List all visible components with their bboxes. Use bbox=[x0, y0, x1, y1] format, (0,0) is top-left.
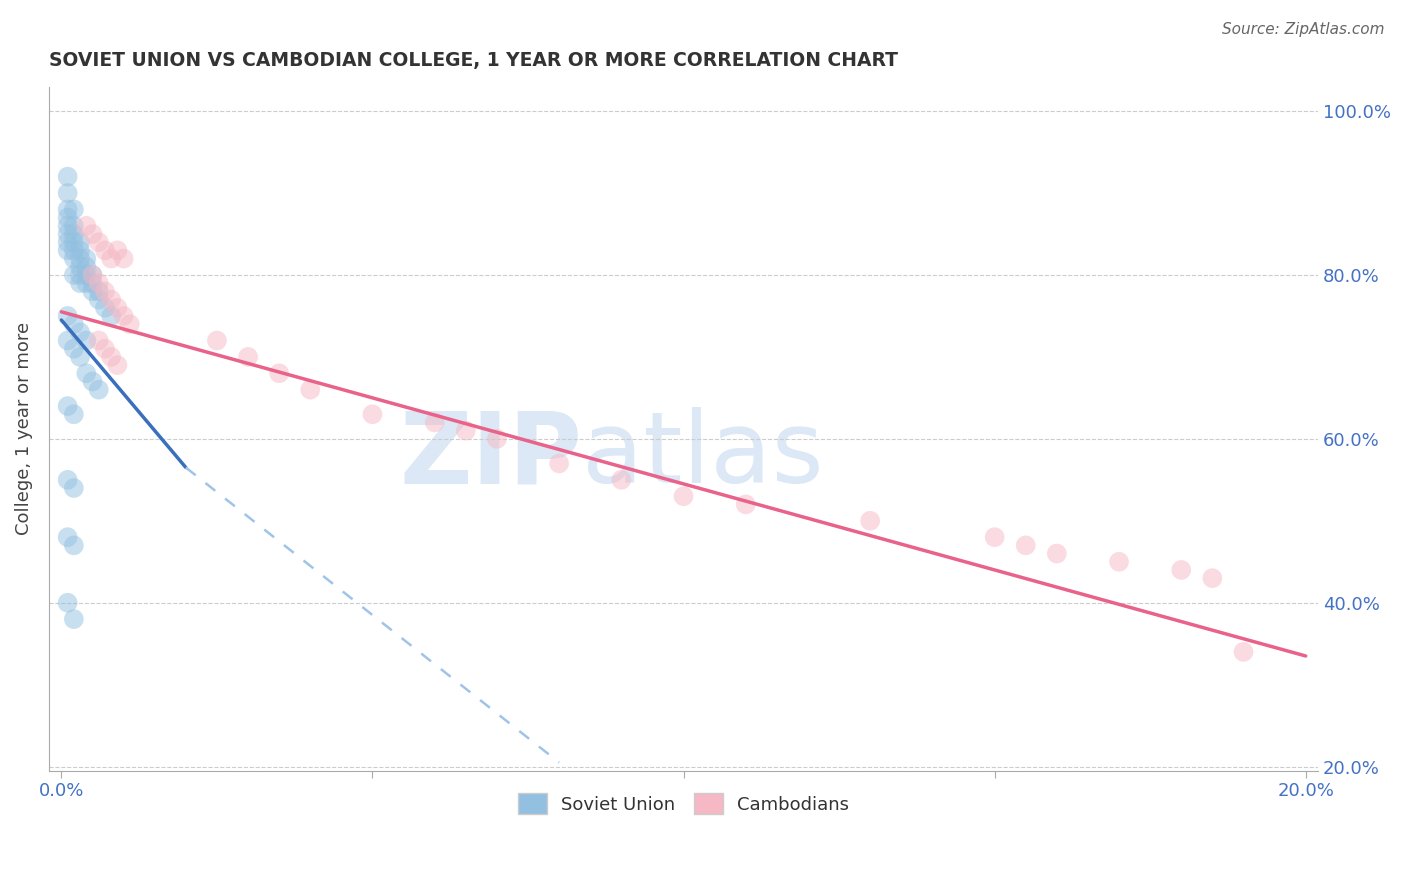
Point bbox=[56, 473, 79, 487]
Point bbox=[63, 202, 86, 217]
Point bbox=[56, 202, 79, 217]
Point bbox=[610, 473, 633, 487]
Point bbox=[87, 293, 110, 307]
Point bbox=[94, 342, 117, 356]
Point bbox=[56, 399, 79, 413]
Point bbox=[75, 219, 97, 233]
Point bbox=[69, 244, 91, 258]
Point bbox=[63, 317, 86, 331]
Point bbox=[100, 309, 122, 323]
Point bbox=[94, 244, 117, 258]
Point bbox=[734, 497, 756, 511]
Point bbox=[56, 186, 79, 200]
Point bbox=[548, 457, 571, 471]
Point bbox=[63, 244, 86, 258]
Point bbox=[82, 285, 104, 299]
Point bbox=[87, 235, 110, 250]
Point bbox=[1046, 547, 1069, 561]
Point bbox=[69, 268, 91, 282]
Point bbox=[82, 276, 104, 290]
Point bbox=[56, 530, 79, 544]
Point bbox=[107, 301, 129, 315]
Point bbox=[983, 530, 1005, 544]
Point bbox=[118, 317, 141, 331]
Point bbox=[69, 276, 91, 290]
Point bbox=[87, 285, 110, 299]
Text: atlas: atlas bbox=[582, 408, 824, 505]
Point bbox=[75, 334, 97, 348]
Point bbox=[107, 244, 129, 258]
Point bbox=[69, 235, 91, 250]
Point bbox=[87, 383, 110, 397]
Point bbox=[82, 227, 104, 241]
Point bbox=[485, 432, 508, 446]
Point bbox=[299, 383, 322, 397]
Point bbox=[361, 407, 384, 421]
Point bbox=[1015, 538, 1038, 552]
Point bbox=[236, 350, 259, 364]
Point bbox=[56, 219, 79, 233]
Point bbox=[112, 309, 135, 323]
Point bbox=[69, 350, 91, 364]
Point bbox=[100, 293, 122, 307]
Point bbox=[56, 227, 79, 241]
Point bbox=[63, 252, 86, 266]
Point bbox=[75, 276, 97, 290]
Text: Source: ZipAtlas.com: Source: ZipAtlas.com bbox=[1222, 22, 1385, 37]
Point bbox=[56, 211, 79, 225]
Point bbox=[205, 334, 228, 348]
Point bbox=[82, 268, 104, 282]
Point bbox=[82, 375, 104, 389]
Point bbox=[87, 334, 110, 348]
Point bbox=[63, 235, 86, 250]
Point bbox=[112, 252, 135, 266]
Point bbox=[75, 366, 97, 380]
Point bbox=[63, 407, 86, 421]
Point bbox=[56, 235, 79, 250]
Point bbox=[1108, 555, 1130, 569]
Point bbox=[454, 424, 477, 438]
Text: SOVIET UNION VS CAMBODIAN COLLEGE, 1 YEAR OR MORE CORRELATION CHART: SOVIET UNION VS CAMBODIAN COLLEGE, 1 YEA… bbox=[49, 51, 898, 70]
Point bbox=[63, 227, 86, 241]
Point bbox=[69, 252, 91, 266]
Point bbox=[56, 309, 79, 323]
Point bbox=[1232, 645, 1254, 659]
Point bbox=[82, 268, 104, 282]
Point bbox=[100, 350, 122, 364]
Y-axis label: College, 1 year or more: College, 1 year or more bbox=[15, 322, 32, 535]
Point bbox=[69, 326, 91, 340]
Point bbox=[672, 489, 695, 503]
Point bbox=[75, 252, 97, 266]
Point bbox=[63, 538, 86, 552]
Point bbox=[94, 285, 117, 299]
Point bbox=[100, 252, 122, 266]
Point bbox=[1201, 571, 1223, 585]
Point bbox=[63, 612, 86, 626]
Point bbox=[63, 342, 86, 356]
Point bbox=[87, 276, 110, 290]
Legend: Soviet Union, Cambodians: Soviet Union, Cambodians bbox=[509, 784, 858, 823]
Point bbox=[56, 169, 79, 184]
Point bbox=[75, 260, 97, 274]
Point bbox=[269, 366, 291, 380]
Point bbox=[423, 416, 446, 430]
Point bbox=[107, 358, 129, 372]
Point bbox=[63, 268, 86, 282]
Point bbox=[56, 334, 79, 348]
Point bbox=[69, 260, 91, 274]
Text: ZIP: ZIP bbox=[399, 408, 582, 505]
Point bbox=[63, 481, 86, 495]
Point bbox=[859, 514, 882, 528]
Point bbox=[94, 301, 117, 315]
Point bbox=[56, 596, 79, 610]
Point bbox=[63, 219, 86, 233]
Point bbox=[75, 268, 97, 282]
Point bbox=[56, 244, 79, 258]
Point bbox=[1170, 563, 1192, 577]
